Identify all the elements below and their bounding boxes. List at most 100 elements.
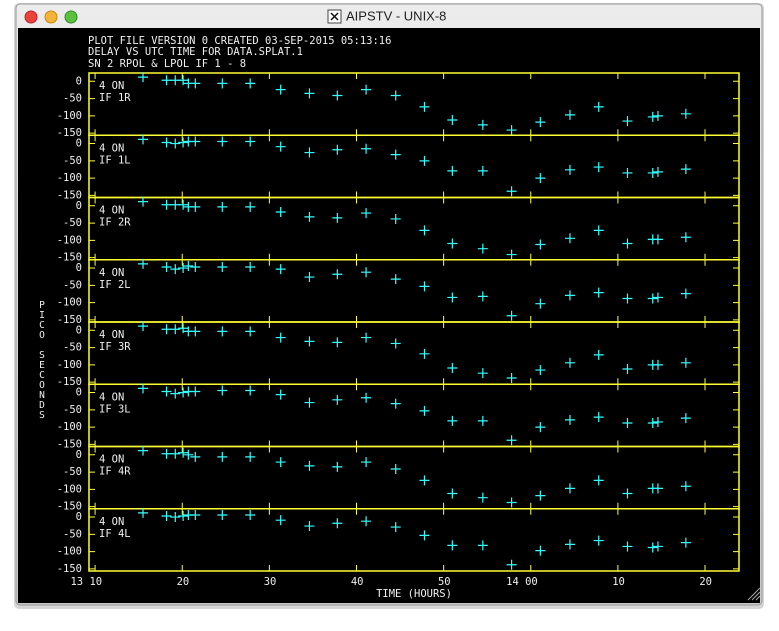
point (361, 457, 372, 468)
point (680, 481, 691, 492)
minimize-button[interactable] (44, 10, 58, 24)
close-button[interactable] (24, 10, 38, 24)
point (245, 509, 256, 520)
y-tick-label: -100 (57, 172, 82, 184)
point (178, 137, 189, 148)
y-tick-label: -150 (57, 501, 82, 513)
window-title: AIPSTV - UNIX-8 (346, 8, 446, 23)
point (332, 461, 343, 472)
series-name: IF 4L (99, 528, 131, 540)
point (506, 125, 517, 136)
point (332, 269, 343, 280)
point (477, 165, 488, 176)
point (161, 324, 172, 335)
point (390, 522, 401, 533)
point (332, 90, 343, 101)
panel-frame (88, 508, 740, 572)
point (304, 211, 315, 222)
point (535, 173, 546, 184)
point (275, 84, 286, 95)
point (419, 155, 430, 166)
point (161, 75, 172, 86)
panel-label: 4 ON (99, 142, 124, 154)
y-tick-label: -50 (63, 93, 82, 105)
point (138, 134, 149, 145)
point (419, 475, 430, 486)
point (138, 507, 149, 518)
point (183, 260, 194, 271)
y-tick-label: -100 (57, 110, 82, 122)
zoom-button[interactable] (64, 10, 78, 24)
point (506, 249, 517, 260)
point (390, 149, 401, 160)
point (622, 238, 633, 249)
y-tick-label: 0 (76, 138, 82, 150)
point (190, 136, 201, 147)
point (419, 281, 430, 292)
point (161, 511, 172, 522)
point (245, 78, 256, 89)
point (477, 540, 488, 551)
y-tick-label: -100 (57, 546, 82, 558)
point (447, 115, 458, 126)
point (178, 263, 189, 274)
y-tick-label: 0 (76, 387, 82, 399)
point (275, 207, 286, 218)
point (138, 321, 149, 332)
point (647, 542, 658, 553)
point (535, 117, 546, 128)
x-tick-label: 10 (612, 576, 625, 588)
x-icon-glyph (330, 12, 339, 21)
point (622, 293, 633, 304)
point (178, 75, 189, 86)
series-name: IF 1L (99, 154, 131, 166)
point (419, 225, 430, 236)
point (190, 201, 201, 212)
series-name: IF 1R (99, 92, 131, 104)
x-tick-label: 40 (351, 576, 364, 588)
point (535, 298, 546, 309)
point (390, 338, 401, 349)
point (304, 336, 315, 347)
point (161, 448, 172, 459)
y-tick-label: 0 (76, 324, 82, 336)
resize-grip[interactable] (747, 587, 761, 601)
point (217, 326, 228, 337)
point (447, 540, 458, 551)
point (390, 463, 401, 474)
point (622, 167, 633, 178)
point (361, 516, 372, 527)
panel-label: 4 ON (99, 267, 124, 279)
point (506, 373, 517, 384)
point (304, 147, 315, 158)
y-tick-label: -50 (63, 528, 82, 540)
point (447, 292, 458, 303)
point (593, 162, 604, 173)
point (622, 116, 633, 127)
y-tick-label: -150 (57, 127, 82, 139)
point (170, 512, 181, 523)
point (419, 348, 430, 359)
point (564, 109, 575, 120)
point (245, 262, 256, 273)
point (190, 262, 201, 273)
point (217, 509, 228, 520)
y-tick-label: -150 (57, 189, 82, 201)
point (304, 460, 315, 471)
point (170, 324, 181, 335)
point (564, 414, 575, 425)
point (178, 387, 189, 398)
point (652, 110, 663, 121)
y-tick-label: -50 (63, 466, 82, 478)
x-tick-label: 50 (438, 576, 451, 588)
point (652, 483, 663, 494)
point (680, 413, 691, 424)
y-tick-label: -150 (57, 563, 82, 575)
y-axis-label: PICO SECONDS (37, 300, 48, 420)
y-tick-label: 0 (76, 200, 82, 212)
series-name: IF 2L (99, 279, 131, 291)
point (138, 72, 149, 83)
point (190, 386, 201, 397)
y-tick-label: -50 (63, 217, 82, 229)
